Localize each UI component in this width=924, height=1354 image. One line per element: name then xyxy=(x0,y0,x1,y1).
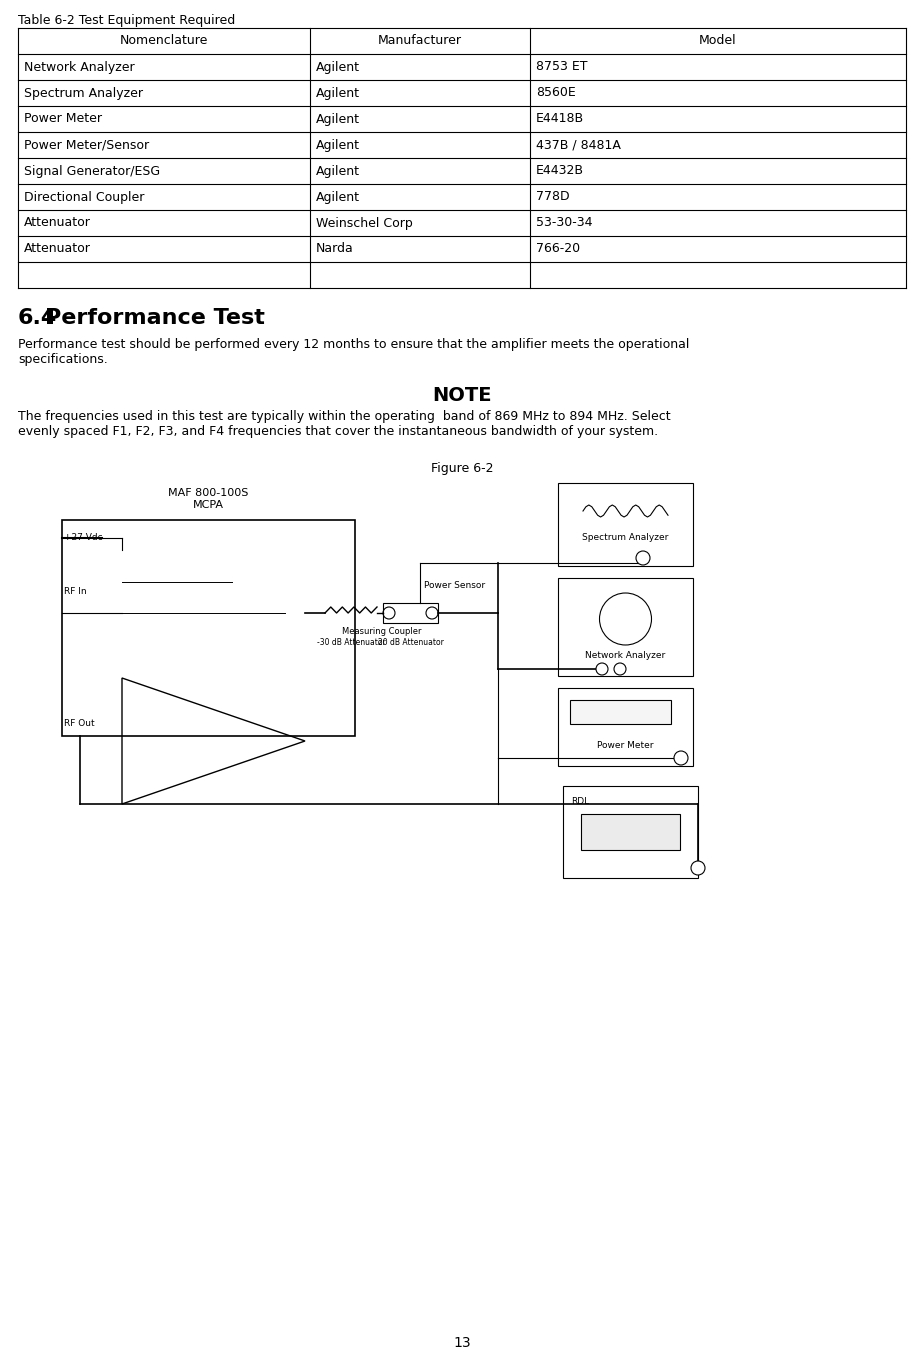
Text: 13: 13 xyxy=(453,1336,471,1350)
Text: specifications.: specifications. xyxy=(18,353,108,366)
Text: Narda: Narda xyxy=(316,242,354,256)
Circle shape xyxy=(614,663,626,676)
Text: Agilent: Agilent xyxy=(316,191,360,203)
Bar xyxy=(558,578,693,676)
Text: 6.4: 6.4 xyxy=(18,307,57,328)
Text: 766-20: 766-20 xyxy=(536,242,580,256)
Text: Figure 6-2: Figure 6-2 xyxy=(431,462,493,475)
Text: The frequencies used in this test are typically within the operating  band of 86: The frequencies used in this test are ty… xyxy=(18,410,671,422)
Text: E4418B: E4418B xyxy=(536,112,584,126)
Text: Table 6-2 Test Equipment Required: Table 6-2 Test Equipment Required xyxy=(18,14,236,27)
Text: Model: Model xyxy=(699,34,736,47)
Text: Agilent: Agilent xyxy=(316,112,360,126)
Text: Power Meter: Power Meter xyxy=(24,112,102,126)
Text: Manufacturer: Manufacturer xyxy=(378,34,462,47)
Text: Power Meter/Sensor: Power Meter/Sensor xyxy=(24,138,149,152)
Bar xyxy=(563,787,698,877)
Text: NOTE: NOTE xyxy=(432,386,492,405)
Text: -30 dB Attenuator: -30 dB Attenuator xyxy=(317,638,385,647)
Text: Agilent: Agilent xyxy=(316,87,360,99)
Text: 8560E: 8560E xyxy=(536,87,576,99)
Text: Performance Test: Performance Test xyxy=(45,307,265,328)
Circle shape xyxy=(674,751,688,765)
Text: 778D: 778D xyxy=(536,191,569,203)
Text: Agilent: Agilent xyxy=(316,164,360,177)
Text: RDL: RDL xyxy=(571,798,590,807)
Bar xyxy=(570,700,671,724)
Text: 8753 ET: 8753 ET xyxy=(536,61,588,73)
Text: Power Sensor: Power Sensor xyxy=(424,581,485,589)
Text: Attenuator: Attenuator xyxy=(24,217,91,229)
Text: Power Meter: Power Meter xyxy=(597,742,654,750)
Text: RF In: RF In xyxy=(64,586,87,596)
Text: Agilent: Agilent xyxy=(316,138,360,152)
Text: Network Analyzer: Network Analyzer xyxy=(24,61,135,73)
Circle shape xyxy=(691,861,705,875)
Text: E4432B: E4432B xyxy=(536,164,584,177)
Text: RF Out: RF Out xyxy=(64,719,94,728)
Circle shape xyxy=(636,551,650,565)
Text: evenly spaced F1, F2, F3, and F4 frequencies that cover the instantaneous bandwi: evenly spaced F1, F2, F3, and F4 frequen… xyxy=(18,425,658,437)
Text: Attenuator: Attenuator xyxy=(24,242,91,256)
Text: Weinschel Corp: Weinschel Corp xyxy=(316,217,413,229)
Text: 20 dB Attenuator: 20 dB Attenuator xyxy=(378,638,444,647)
Text: MAF 800-100S: MAF 800-100S xyxy=(168,487,249,498)
Text: Directional Coupler: Directional Coupler xyxy=(24,191,144,203)
Text: Spectrum Analyzer: Spectrum Analyzer xyxy=(582,533,669,543)
Text: 437B / 8481A: 437B / 8481A xyxy=(536,138,621,152)
Text: +27 Vdc: +27 Vdc xyxy=(64,533,103,543)
Bar xyxy=(558,688,693,766)
Bar xyxy=(581,814,680,850)
Text: MCPA: MCPA xyxy=(193,500,224,510)
Text: Signal Generator/ESG: Signal Generator/ESG xyxy=(24,164,160,177)
Text: Measuring Coupler: Measuring Coupler xyxy=(342,627,421,636)
Text: Spectrum Analyzer: Spectrum Analyzer xyxy=(24,87,143,99)
Text: Agilent: Agilent xyxy=(316,61,360,73)
Bar xyxy=(383,603,438,623)
Circle shape xyxy=(596,663,608,676)
Text: Network Analyzer: Network Analyzer xyxy=(586,651,665,661)
Text: Nomenclature: Nomenclature xyxy=(120,34,208,47)
Text: Performance test should be performed every 12 months to ensure that the amplifie: Performance test should be performed eve… xyxy=(18,338,689,351)
Bar xyxy=(62,520,355,737)
Text: 53-30-34: 53-30-34 xyxy=(536,217,592,229)
Bar xyxy=(558,483,693,566)
